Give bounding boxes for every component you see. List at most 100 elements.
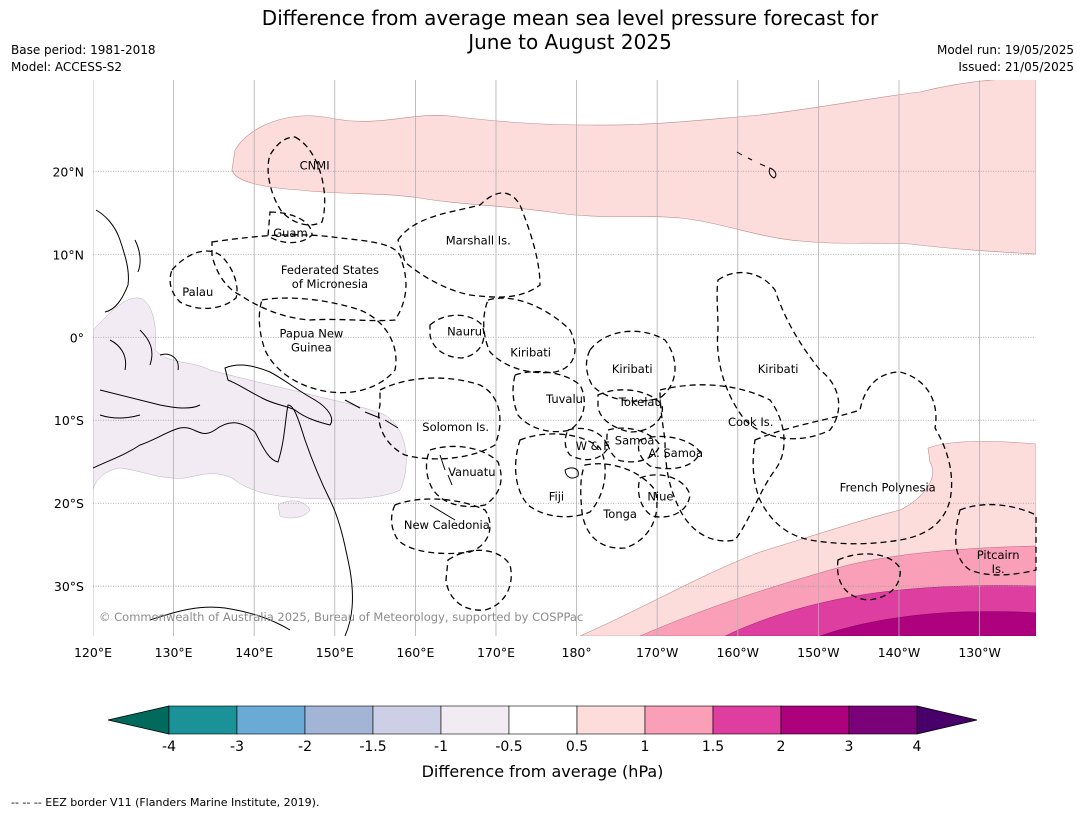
place-label: Tuvalu	[545, 392, 583, 406]
place-label-line: Pitcairn	[977, 548, 1020, 562]
title-line-1: Difference from average mean sea level p…	[261, 6, 879, 30]
colorbar-tick-label: 2	[777, 739, 786, 755]
place-label-line: of Micronesia	[292, 277, 368, 291]
place-label-line: Solomon Is.	[422, 420, 489, 434]
lon-tick-label: 150°E	[316, 645, 354, 660]
place-label: Cook Is.	[728, 415, 773, 429]
lon-tick-label: 160°E	[396, 645, 434, 660]
anomaly-fields	[93, 80, 1036, 636]
colorbar-segment	[168, 705, 238, 735]
place-label: Fiji	[549, 490, 564, 504]
lon-tick-label: 160°W	[717, 645, 759, 660]
issued-date: Issued: 21/05/2025	[958, 60, 1074, 74]
place-label-line: Kiribati	[758, 362, 799, 376]
place-label: A. Samoa	[648, 446, 703, 460]
place-label-line: Marshall Is.	[446, 233, 511, 247]
colorbar-tick-label: 3	[845, 739, 854, 755]
eez-tokelau	[597, 389, 663, 433]
colorbar-tick-label: -0.5	[495, 739, 522, 755]
eez-southern-french-polynesia	[836, 553, 901, 601]
model-run: Model run: 19/05/2025	[936, 43, 1074, 57]
eez-tuvalu	[512, 370, 585, 433]
place-label: Nauru	[447, 325, 482, 339]
place-label-line: Tonga	[602, 507, 637, 521]
colorbar-under-triangle	[107, 705, 170, 735]
eez-kiribati-west	[483, 297, 576, 374]
lat-tick-label: 10°N	[52, 247, 84, 262]
colorbar-segment	[304, 705, 374, 735]
place-label-line: A. Samoa	[648, 446, 703, 460]
solomon-islands	[344, 399, 399, 429]
lon-tick-label: 130°W	[958, 645, 1000, 660]
place-label-line: Tuvalu	[545, 392, 583, 406]
place-label-line: French Polynesia	[840, 481, 936, 495]
colorbar-segment	[780, 705, 850, 735]
eez-vanuatu	[425, 445, 502, 508]
eez-solomon	[378, 377, 501, 460]
north-positive-anomaly	[231, 80, 1036, 255]
colorbar-segment	[372, 705, 442, 735]
place-label-line: Palau	[182, 285, 213, 299]
place-label: Palau	[182, 285, 213, 299]
lat-tick-label: 30°S	[54, 579, 84, 594]
lon-tick-label: 140°W	[878, 645, 920, 660]
new-guinea-coastline	[224, 364, 333, 426]
negative-anomaly-blob	[277, 500, 311, 519]
australia-coastline	[93, 404, 353, 636]
place-label-line: Niue	[647, 490, 673, 504]
indonesia-islands	[99, 329, 201, 419]
place-label-line: W & F	[576, 439, 610, 453]
eez-french-polynesia	[752, 371, 953, 545]
colorbar-over-triangle	[916, 705, 978, 735]
place-labels: CNMI Guam Marshall Is. Federated States of M…	[182, 159, 1019, 576]
place-label: Kiribati	[612, 362, 653, 376]
colorbar-tick-label: 4	[913, 739, 922, 755]
copyright-notice: © Commonwealth of Australia 2025, Bureau…	[99, 610, 583, 624]
place-label: Vanuatu	[448, 465, 495, 479]
eez-borders	[169, 136, 1037, 611]
place-label: W & F	[576, 439, 610, 453]
place-label-line: Cook Is.	[728, 415, 773, 429]
place-label: Kiribati	[510, 345, 551, 359]
place-label: Niue	[647, 490, 673, 504]
vanuatu-islands	[439, 454, 453, 486]
place-label-line: Is.	[992, 562, 1005, 576]
place-label: Samoa	[615, 433, 655, 447]
longitude-ticks: 120°E 130°E 140°E 150°E 160°E 170°E 180° 170°W 1…	[74, 645, 1001, 660]
new-caledonia-island	[429, 504, 456, 521]
south-anomaly-20	[819, 611, 1036, 636]
colorbar-label: Difference from average (hPa)	[421, 762, 664, 781]
place-label-line: CNMI	[300, 159, 330, 173]
colorbar: -4 -3 -2 -1.5 -1 -0.5 0.5 1 1.5 2 3 4	[107, 705, 978, 755]
eez-wallis-futuna	[564, 427, 609, 461]
colorbar-segment	[712, 705, 782, 735]
place-label-line: Kiribati	[510, 345, 551, 359]
colorbar-tick-label: -3	[230, 739, 244, 755]
colorbar-segment	[236, 705, 306, 735]
place-label: French Polynesia	[840, 481, 936, 495]
place-label: Solomon Is.	[422, 420, 489, 434]
colorbar-tick-label: -4	[162, 739, 176, 755]
place-label-line: Federated States	[281, 263, 379, 277]
eez-american-samoa	[637, 435, 701, 470]
eez-palau	[169, 250, 238, 309]
lon-tick-label: 170°W	[636, 645, 678, 660]
place-label: Federated States of Micronesia	[281, 263, 379, 291]
place-label: CNMI	[300, 159, 330, 173]
fiji-islands	[564, 467, 579, 479]
latitude-ticks: 20°N 10°N 0° 10°S 20°S 30°S	[52, 164, 84, 594]
colorbar-tick-label: 0.5	[566, 739, 588, 755]
eez-kiribati-central	[585, 330, 676, 402]
place-label-line: Nauru	[447, 325, 482, 339]
place-label: Marshall Is.	[446, 233, 511, 247]
place-label: Papua New Guinea	[279, 326, 343, 354]
place-label-line: Tokelau	[618, 395, 662, 409]
lat-tick-label: 10°S	[54, 413, 84, 428]
lon-tick-label: 130°E	[155, 645, 193, 660]
meta-left: Base period: 1981-2018 Model: ACCESS-S2	[11, 42, 156, 76]
pressure-map: CNMI Guam Marshall Is. Federated States of M…	[52, 80, 1037, 755]
colorbar-tick-label: -1	[434, 739, 448, 755]
lon-tick-label: 120°E	[74, 645, 112, 660]
place-label: Kiribati	[758, 362, 799, 376]
place-label-line: Guinea	[291, 340, 332, 354]
